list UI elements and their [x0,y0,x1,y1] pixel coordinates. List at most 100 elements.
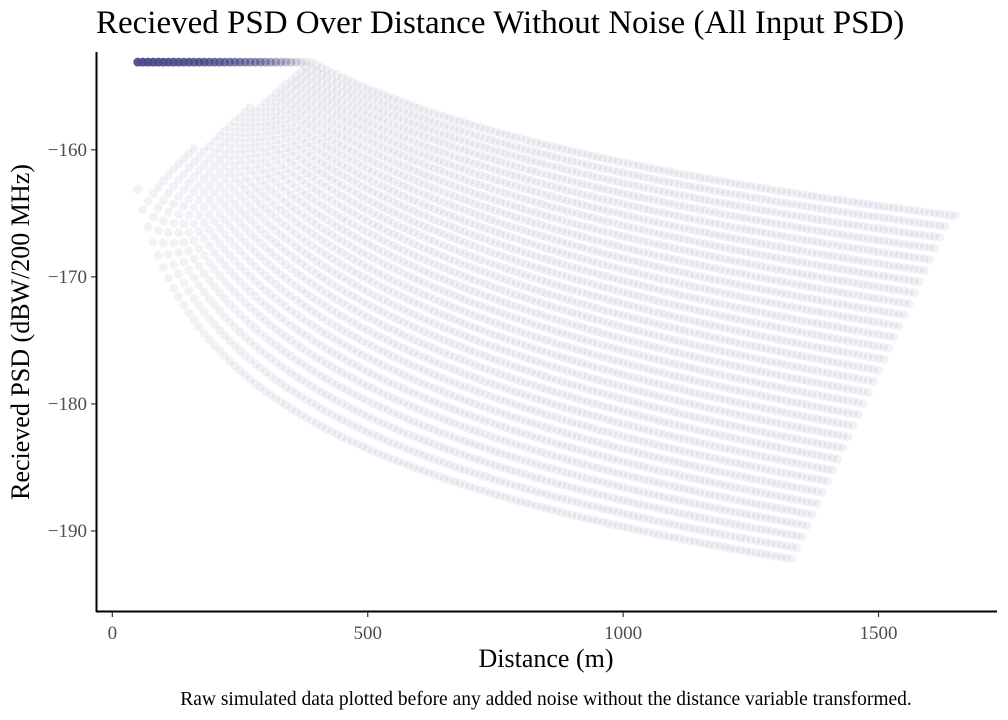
data-point [690,449,700,459]
data-point [470,468,480,478]
data-point [613,418,623,427]
data-point [245,319,255,329]
data-point [281,317,291,326]
data-point [179,300,189,310]
data-point [383,336,393,346]
data-point [184,210,194,220]
data-point [695,475,705,485]
data-point [281,332,291,342]
data-point [317,371,327,381]
data-point [567,443,577,453]
data-point [879,354,889,364]
data-point [250,324,260,334]
data-point [710,417,720,427]
data-point [194,262,204,271]
data-point [358,379,368,388]
data-point [302,262,311,272]
data-point [439,361,449,371]
data-point [256,363,265,373]
data-point [210,217,219,226]
data-point [731,520,740,529]
data-point [511,495,521,505]
data-point [521,484,531,494]
data-point [179,57,189,67]
data-point [623,484,633,493]
data-point [680,410,689,419]
data-point [465,333,475,343]
data-point [174,57,184,67]
data-point [353,333,362,343]
data-point [628,434,638,444]
data-point [695,413,705,423]
data-point [388,352,398,361]
data-point [731,434,740,443]
data-point [143,57,153,67]
data-point [169,199,179,209]
data-point [731,544,740,554]
data-point [715,479,725,489]
data-point [603,518,613,528]
data-point [807,449,817,459]
data-point [276,256,286,266]
data-point [133,57,143,67]
data-point [603,402,613,412]
data-point [593,387,602,397]
data-point [741,460,751,470]
data-point [521,443,531,452]
data-point [506,465,516,475]
data-point [250,207,260,217]
data-point [404,320,413,329]
data-point [715,492,725,501]
data-point [782,493,791,503]
data-point [685,536,694,545]
data-point [429,357,439,366]
data-point [465,467,475,476]
data-point [659,518,669,527]
data-point [480,457,490,467]
data-point [884,343,894,353]
data-point [153,57,163,67]
data-point [782,481,791,490]
data-point [383,377,393,386]
data-point [547,437,557,447]
data-point [368,414,378,424]
data-point [256,238,265,248]
data-point [777,431,786,441]
y-axis-title: Recieved PSD (dBW/200 MHz) [6,164,35,500]
data-point [547,464,557,473]
data-point [429,331,439,341]
data-point [194,227,204,236]
data-point [143,57,153,67]
data-point [169,260,179,269]
data-point [623,445,633,455]
data-point [281,273,291,283]
data-point [235,346,245,356]
data-point [654,504,664,513]
data-point [322,263,332,273]
data-point [235,232,245,242]
data-point [302,395,311,405]
data-point [751,511,761,521]
data-point [291,324,301,334]
data-point [271,294,281,304]
data-point [787,421,797,431]
data-point [649,477,659,487]
data-point [322,390,332,400]
data-point [363,396,373,406]
data-point [608,416,618,426]
data-point [485,431,495,441]
data-point [613,455,623,465]
data-point [276,344,286,354]
data-point [516,415,526,424]
data-point [271,393,281,403]
data-point [644,488,654,498]
data-point [618,406,628,416]
data-point [424,409,434,418]
data-point [797,435,807,445]
data-point [199,287,209,297]
data-point [491,419,500,429]
data-point [501,346,511,356]
data-point [710,441,720,451]
data-point [501,464,511,474]
data-point [159,176,168,186]
